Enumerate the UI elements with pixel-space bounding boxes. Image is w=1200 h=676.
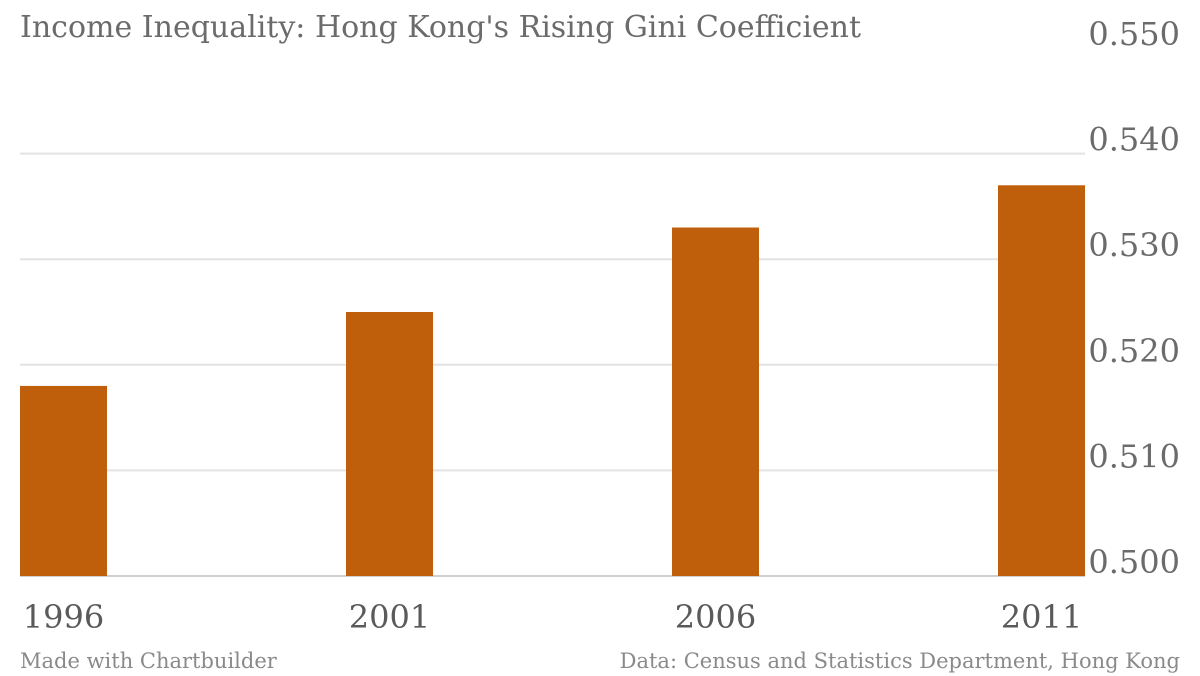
y-tick-label: 0.520 bbox=[1088, 332, 1180, 370]
source-text: Data: Census and Statistics Department, … bbox=[620, 649, 1180, 673]
bar-1996 bbox=[20, 385, 107, 576]
y-tick-label: 0.540 bbox=[1088, 121, 1180, 159]
bar-2011 bbox=[998, 185, 1085, 576]
x-tick-label: 2011 bbox=[1001, 598, 1082, 636]
bar-2006 bbox=[672, 227, 759, 576]
y-tick-label: 0.500 bbox=[1088, 543, 1180, 581]
x-tick-label: 1996 bbox=[23, 598, 104, 636]
y-tick-label: 0.530 bbox=[1088, 226, 1180, 264]
bars bbox=[20, 185, 1085, 576]
y-tick-label: 0.510 bbox=[1088, 437, 1180, 475]
y-axis-ticks: 0.500 0.510 0.520 0.530 0.540 0.550 bbox=[1088, 15, 1180, 581]
x-axis-ticks: 1996 2001 2006 2011 bbox=[23, 598, 1082, 636]
chart-title: Income Inequality: Hong Kong's Rising Gi… bbox=[20, 10, 861, 45]
bar-2001 bbox=[346, 312, 433, 576]
y-tick-label: 0.550 bbox=[1088, 15, 1180, 53]
x-tick-label: 2001 bbox=[349, 598, 430, 636]
credit-text: Made with Chartbuilder bbox=[20, 649, 278, 673]
gridlines bbox=[20, 152, 1085, 577]
x-tick-label: 2006 bbox=[675, 598, 756, 636]
